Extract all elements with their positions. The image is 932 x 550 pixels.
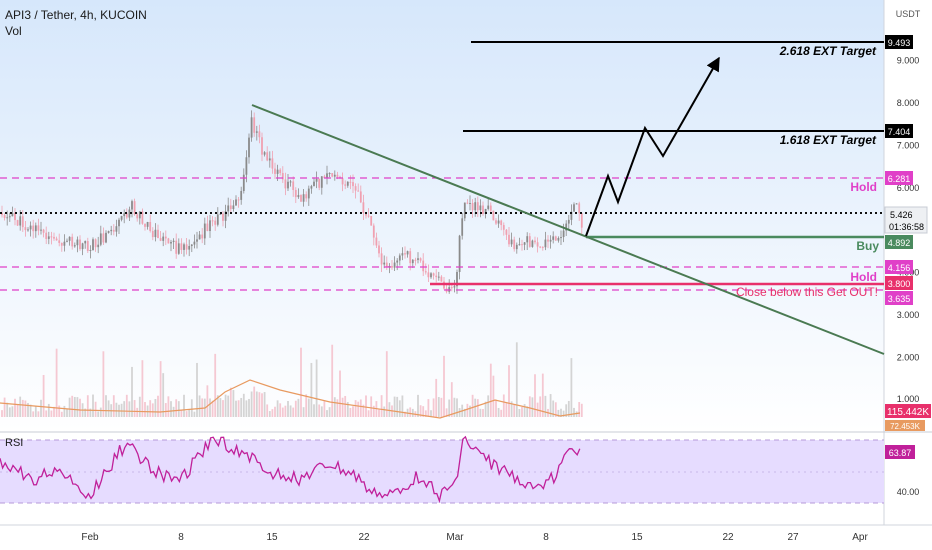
- currency-label: USDT: [896, 9, 921, 19]
- price-tick-label: 2.000: [897, 352, 920, 362]
- projection-path[interactable]: [585, 56, 720, 237]
- buy-label: Buy: [856, 239, 879, 253]
- price-tick-label: 3.000: [897, 310, 920, 320]
- svg-text:3.635: 3.635: [888, 294, 911, 304]
- svg-text:9.493: 9.493: [888, 38, 911, 48]
- rsi-line: [0, 435, 581, 504]
- badge-buy: 4.892: [885, 235, 913, 249]
- date-tick-label: Apr: [852, 532, 868, 543]
- descending-trendline[interactable]: [251, 104, 885, 355]
- svg-text:01:36:58: 01:36:58: [889, 222, 924, 232]
- volume-pane-label: Vol: [5, 24, 22, 38]
- price-pane-background: [0, 0, 884, 432]
- badge-stop: 3.800: [885, 276, 913, 290]
- badge-support: 3.635: [885, 291, 913, 305]
- badge-target-1618: 7.404: [885, 124, 913, 138]
- price-tick-label: 7.000: [897, 140, 920, 150]
- badge-hold-lower: 4.156: [885, 260, 913, 274]
- date-tick-labels: Feb 8 15 22 Mar 8 15 22 27 Apr: [81, 532, 868, 543]
- svg-text:63.87: 63.87: [889, 448, 912, 458]
- price-tick-label: 6.000: [897, 183, 920, 193]
- date-tick-label: 15: [266, 532, 278, 543]
- badge-hold-upper: 6.281: [885, 171, 913, 185]
- svg-text:4.156: 4.156: [888, 263, 911, 273]
- hold-upper-label: Hold: [850, 180, 877, 194]
- volume-bars: [1, 342, 583, 417]
- badge-rsi: 63.87: [885, 445, 915, 459]
- badge-volume: 115.442K: [885, 404, 931, 418]
- date-tick-label: 15: [631, 532, 643, 543]
- rsi-tick-label: 40.00: [897, 487, 920, 497]
- symbol-title: API3 / Tether, 4h, KUCOIN: [5, 8, 147, 22]
- stop-label: Close below this Get OUT!: [736, 285, 878, 299]
- date-tick-label: 22: [722, 532, 734, 543]
- target-2618-label: 2.618 EXT Target: [779, 44, 877, 58]
- price-tick-label: 9.000: [897, 56, 920, 66]
- svg-text:3.800: 3.800: [888, 279, 911, 289]
- volume-ma-line: [0, 379, 581, 419]
- date-tick-label: Feb: [81, 532, 99, 543]
- svg-text:115.442K: 115.442K: [887, 407, 929, 418]
- svg-text:7.404: 7.404: [888, 127, 911, 137]
- svg-text:6.281: 6.281: [888, 174, 911, 184]
- date-tick-label: 27: [787, 532, 799, 543]
- volume-tick-label: 1.000: [897, 394, 920, 404]
- date-tick-label: 8: [543, 532, 549, 543]
- date-tick-label: 22: [358, 532, 370, 543]
- candles: [1, 110, 583, 294]
- svg-text:4.892: 4.892: [888, 238, 911, 248]
- svg-text:5.426: 5.426: [890, 210, 913, 220]
- badge-target-2618: 9.493: [885, 35, 913, 49]
- rsi-band: [0, 440, 884, 503]
- badge-volume-ma: 72.453K: [885, 420, 925, 431]
- date-tick-label: Mar: [446, 532, 464, 543]
- target-1618-label: 1.618 EXT Target: [780, 133, 877, 147]
- date-tick-label: 8: [178, 532, 184, 543]
- price-tick-label: 8.000: [897, 98, 920, 108]
- rsi-pane-label: RSI: [5, 437, 23, 449]
- hold-lower-label: Hold: [850, 270, 877, 284]
- svg-text:72.453K: 72.453K: [890, 422, 920, 431]
- badge-current-price: 5.426 01:36:58: [884, 206, 928, 234]
